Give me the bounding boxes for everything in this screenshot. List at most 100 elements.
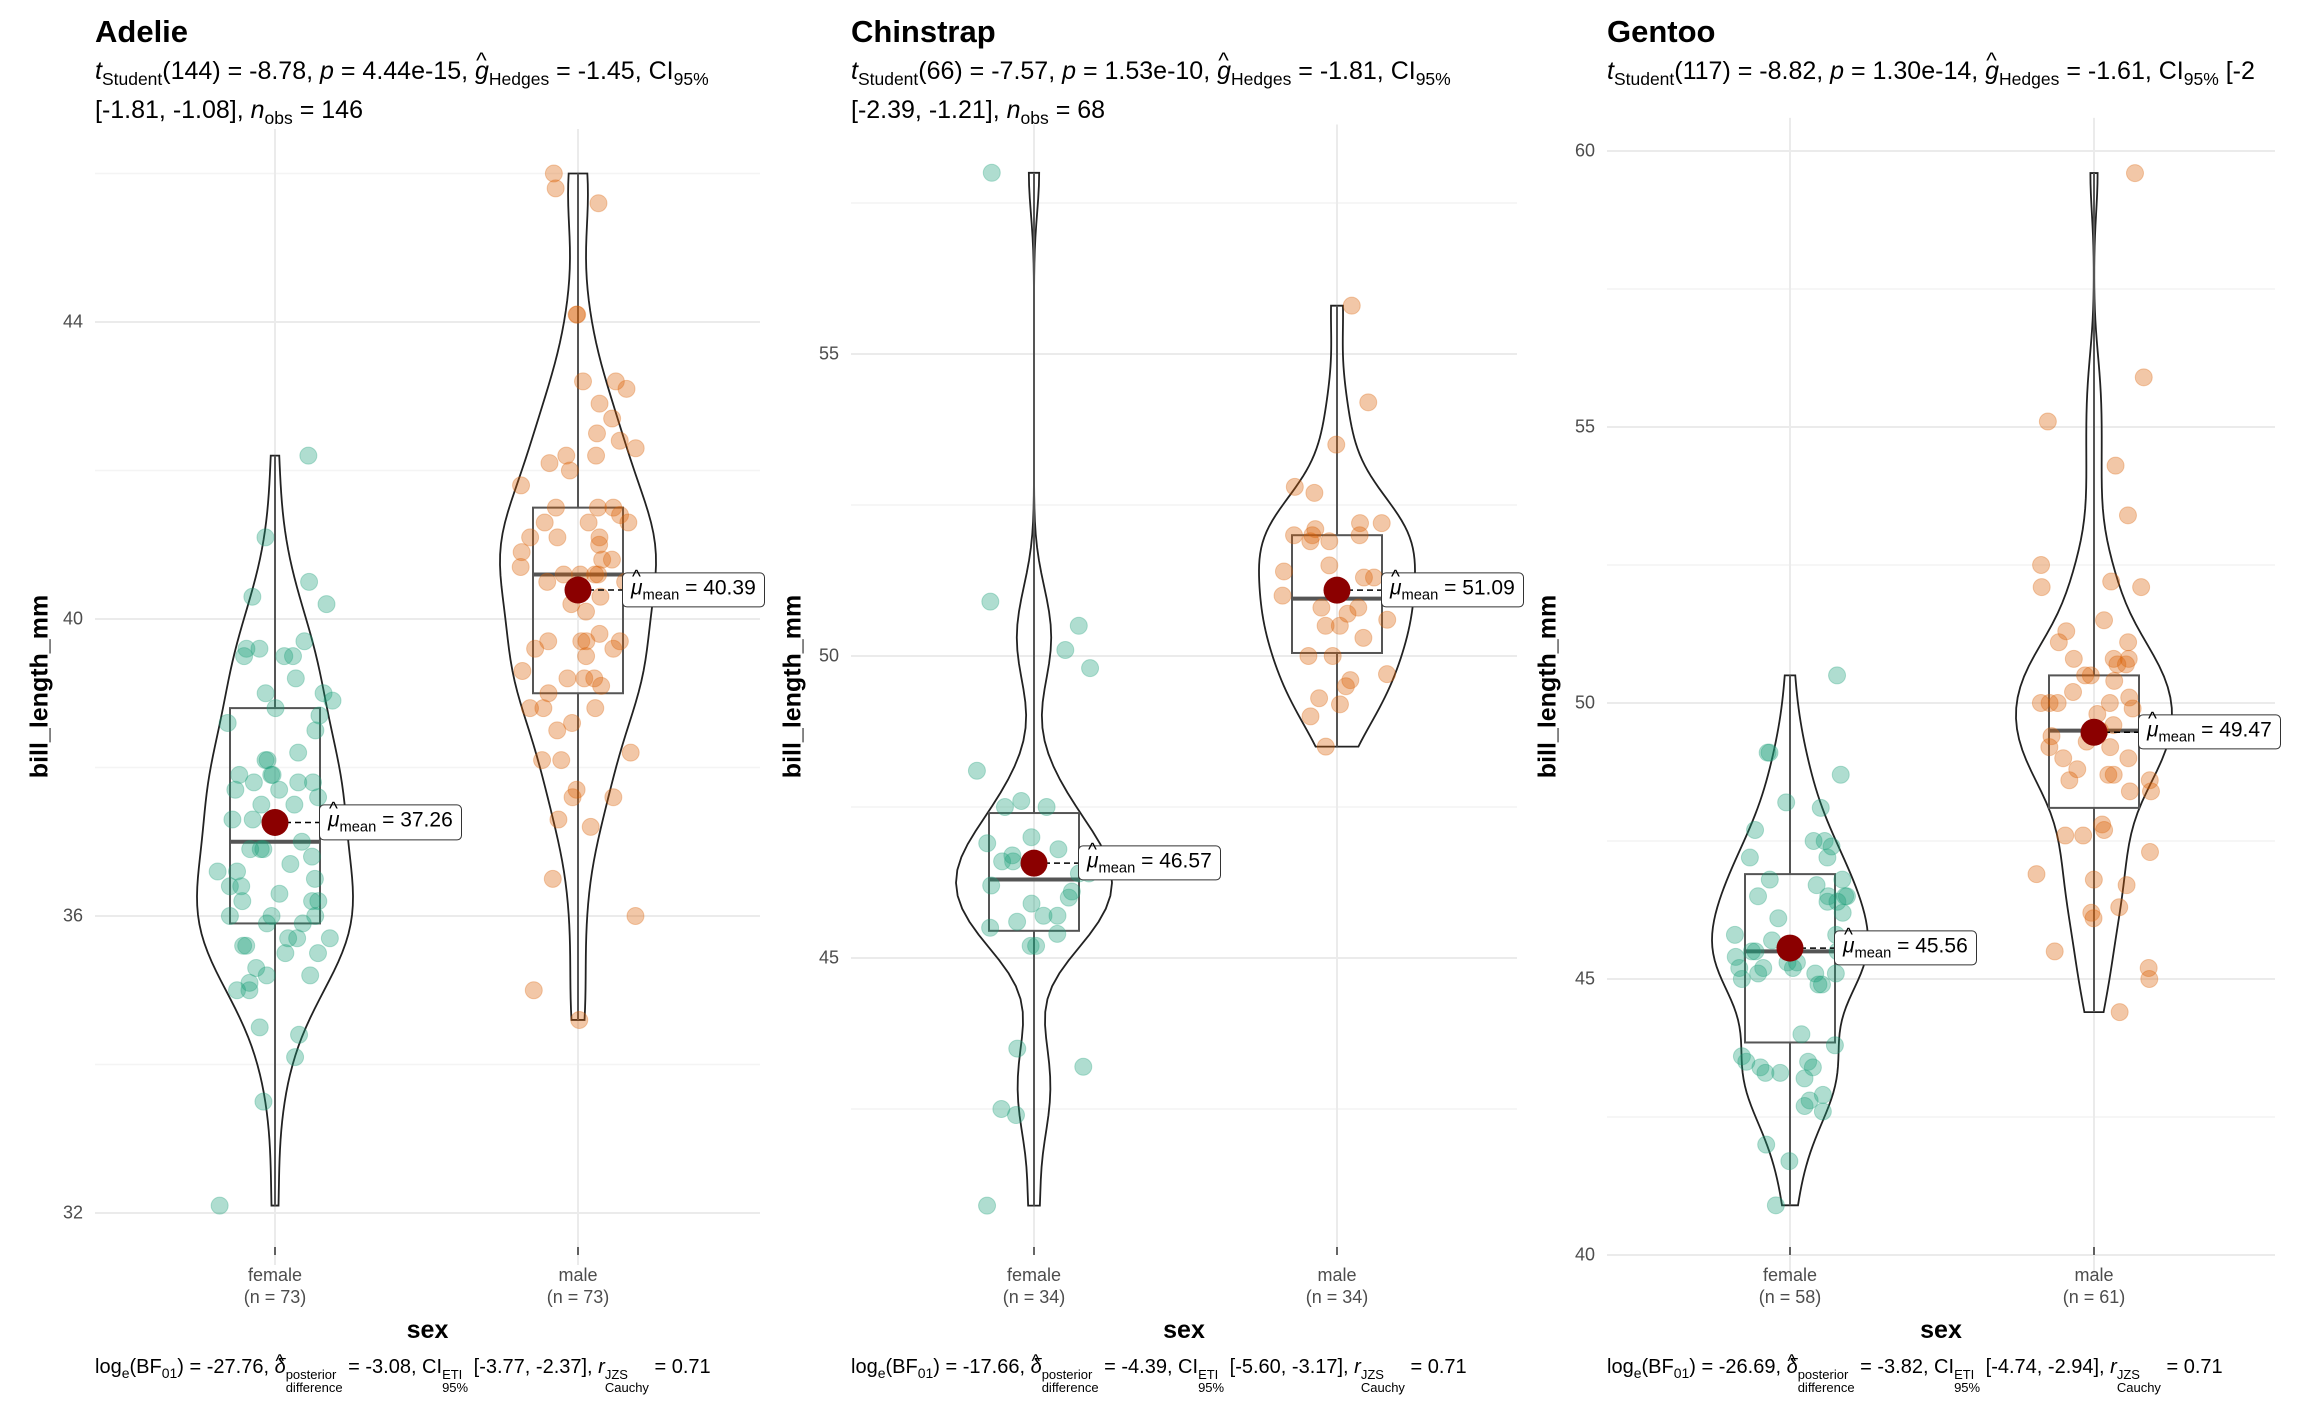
text-segment: [-4.74, -2.94], — [1980, 1356, 2111, 1378]
data-point — [309, 944, 328, 963]
data-point — [1364, 568, 1383, 587]
mean-value: 51.09 — [1462, 576, 1515, 600]
data-point — [588, 498, 607, 517]
italic-symbol: t — [1607, 57, 1614, 85]
data-point — [572, 632, 591, 651]
data-point — [1273, 586, 1292, 605]
data-point — [302, 847, 321, 866]
data-point — [1760, 743, 1779, 762]
mu-hat-symbol: μ — [328, 809, 340, 832]
data-point — [2081, 666, 2100, 685]
data-point — [548, 721, 567, 740]
data-point — [586, 699, 605, 718]
data-point — [2104, 765, 2123, 784]
data-point — [534, 699, 553, 718]
data-point — [513, 661, 532, 680]
data-point — [1008, 1039, 1027, 1058]
data-point — [611, 506, 630, 525]
x-tick-label: male (n = 73) — [547, 1264, 610, 1308]
data-point — [512, 476, 531, 495]
data-point — [250, 1018, 269, 1037]
data-point — [1769, 909, 1788, 928]
panel-chinstrap — [851, 124, 1517, 1255]
text-segment: [-5.60, -3.17], — [1224, 1356, 1355, 1378]
data-point — [575, 669, 594, 688]
data-point — [2108, 655, 2127, 674]
data-point — [543, 869, 562, 888]
y-axis-title: bill_length_mm — [778, 594, 807, 779]
data-point — [590, 624, 609, 643]
subscript: e — [121, 1364, 130, 1381]
superscript: JZS — [604, 1366, 628, 1382]
data-point — [2100, 694, 2119, 712]
data-point — [1301, 532, 1320, 551]
data-point — [286, 1048, 305, 1067]
data-point — [285, 795, 304, 814]
mean-subscript: mean — [1098, 860, 1136, 877]
data-point — [591, 587, 610, 606]
data-point — [257, 966, 276, 985]
y-tick-label: 55 — [818, 343, 839, 364]
sup-sub-stack: ETI 95% — [442, 1368, 468, 1394]
data-point — [570, 1010, 589, 1029]
superscript: posterior — [285, 1366, 337, 1382]
data-point — [283, 647, 302, 666]
data-point — [993, 852, 1012, 871]
italic-symbol: t — [95, 57, 102, 85]
data-point — [539, 684, 558, 703]
superscript: ETI — [1198, 1366, 1219, 1382]
data-point — [2031, 694, 2050, 712]
sup-sub-stack: JZS Cauchy — [2117, 1368, 2161, 1394]
superscript: JZS — [1360, 1366, 1384, 1382]
data-point — [1316, 737, 1335, 756]
data-point — [2076, 666, 2095, 685]
data-point — [2120, 688, 2139, 707]
data-point — [1378, 665, 1397, 684]
data-point — [1320, 556, 1339, 575]
data-point — [220, 907, 239, 925]
y-tick-label: 50 — [1574, 692, 1595, 713]
data-point — [2118, 506, 2137, 525]
data-point — [538, 572, 557, 591]
data-point — [310, 706, 329, 725]
data-point — [549, 810, 568, 829]
data-point — [218, 713, 237, 732]
violin-female — [196, 454, 354, 1207]
data-point — [1799, 1052, 1818, 1071]
text-segment: = -1.45, CI — [549, 57, 674, 85]
category-n: (n = 73) — [243, 1287, 307, 1307]
data-point — [1737, 1052, 1756, 1071]
data-point — [590, 528, 609, 547]
data-point — [257, 914, 276, 933]
data-point — [577, 647, 596, 666]
data-point — [1818, 848, 1837, 867]
data-point — [1780, 1152, 1799, 1171]
mean-label: μmean = 40.39 — [622, 572, 765, 608]
mean-subscript: mean — [1401, 587, 1439, 604]
data-point — [2117, 876, 2136, 895]
data-point — [276, 944, 295, 963]
data-point — [2042, 727, 2061, 746]
data-point — [1372, 514, 1391, 533]
data-point — [1833, 870, 1852, 889]
data-point — [1081, 659, 1100, 678]
data-point — [2119, 633, 2138, 652]
data-point — [2104, 649, 2123, 668]
data-point — [262, 765, 281, 784]
data-point — [1746, 942, 1765, 961]
data-point — [579, 513, 598, 532]
data-point — [1336, 677, 1355, 696]
data-point — [1806, 964, 1825, 983]
data-point — [1342, 296, 1361, 315]
italic-symbol: r — [1354, 1356, 1361, 1378]
data-point — [1285, 477, 1304, 496]
subscript: Hedges — [1231, 69, 1292, 90]
subscript: e — [1633, 1364, 1642, 1381]
text-segment: (BF — [885, 1356, 918, 1378]
data-point — [1732, 1047, 1751, 1066]
subscript: 01 — [917, 1364, 934, 1381]
category-name: male — [558, 1265, 598, 1285]
data-point — [1726, 947, 1745, 966]
mu-hat-symbol: μ — [2147, 719, 2159, 742]
data-point — [2074, 826, 2093, 845]
